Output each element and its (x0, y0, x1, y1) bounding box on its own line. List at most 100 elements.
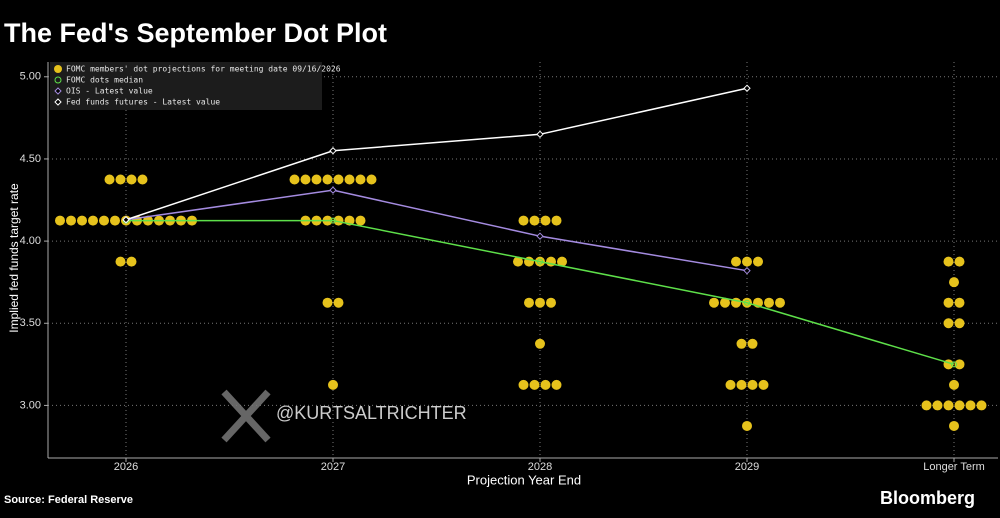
dot (524, 297, 534, 308)
dot (518, 215, 529, 226)
dot-group (949, 420, 959, 431)
dot-group (328, 379, 338, 390)
dot (540, 379, 551, 390)
dot (747, 338, 758, 349)
dot (764, 297, 774, 308)
dot (742, 256, 752, 267)
dot (921, 400, 932, 411)
dot (366, 174, 377, 185)
dot (976, 400, 987, 411)
dot (949, 379, 959, 390)
dot (104, 174, 115, 185)
dot (932, 400, 943, 411)
dot-group (115, 256, 137, 267)
dot-group (943, 318, 965, 329)
dot (55, 215, 65, 226)
dot-group (921, 400, 987, 411)
x-tick-label: 2029 (735, 461, 759, 473)
dot (742, 420, 752, 431)
series-line (125, 87, 748, 221)
dot (137, 174, 148, 185)
watermark: @KURTSALTRICHTER (276, 403, 467, 423)
dot (758, 379, 769, 390)
dot (333, 297, 344, 308)
dot-group (949, 277, 959, 288)
x-tick-label: 2027 (321, 461, 345, 473)
dot (529, 215, 540, 226)
dot-group (736, 338, 758, 349)
dot (333, 215, 344, 226)
dot (954, 256, 965, 267)
dot (943, 400, 954, 411)
legend-marker (54, 65, 62, 73)
dot (753, 256, 763, 267)
dot-group (731, 256, 763, 267)
dot (954, 359, 965, 370)
series-marker (744, 299, 750, 306)
dot (300, 174, 311, 185)
y-tick-label: 5.00 (20, 71, 41, 83)
dot (88, 215, 98, 226)
y-tick-label: 4.50 (20, 153, 41, 165)
series-marker (743, 84, 751, 92)
dot (355, 215, 366, 226)
chart-title: The Fed's September Dot Plot (4, 18, 387, 48)
dot-group (322, 297, 344, 308)
y-tick-label: 3.00 (20, 399, 41, 411)
dot (709, 297, 719, 308)
dot (535, 338, 545, 349)
dot (731, 256, 741, 267)
legend-marker (54, 87, 62, 95)
dot (355, 174, 366, 185)
dot (736, 338, 747, 349)
dot (289, 174, 300, 185)
dot (720, 297, 730, 308)
series-marker (329, 186, 337, 194)
dot (954, 318, 965, 329)
dot-group (742, 420, 752, 431)
legend-label: OIS - Latest value (66, 87, 153, 96)
dot (126, 174, 137, 185)
dot (328, 379, 338, 390)
dot (949, 420, 959, 431)
y-tick-label: 3.50 (20, 317, 41, 329)
series-line (126, 219, 955, 366)
dot (311, 174, 322, 185)
dot-group (725, 379, 769, 390)
dot (77, 215, 87, 226)
dot (322, 297, 333, 308)
dot (344, 174, 355, 185)
x-logo (221, 389, 271, 443)
dot (965, 400, 976, 411)
dot (943, 256, 954, 267)
dot (115, 256, 126, 267)
series-marker (536, 130, 544, 139)
series-marker (536, 232, 544, 240)
legend-label: FOMC dots median (66, 76, 143, 85)
series-marker (330, 217, 336, 224)
x-tick-label: 2028 (528, 461, 552, 473)
y-tick-label: 4.00 (20, 235, 41, 247)
dot (736, 379, 747, 390)
x-tick-label: 2026 (114, 461, 138, 473)
series-marker (329, 147, 337, 155)
dot-group (943, 297, 965, 308)
dot (725, 379, 736, 390)
dot (943, 297, 954, 308)
dot (66, 215, 76, 226)
dot (954, 297, 965, 308)
dot (747, 379, 758, 390)
dot-group (104, 174, 148, 185)
legend-label: FOMC members' dot projections for meetin… (66, 65, 341, 74)
dot (775, 297, 785, 308)
legend-label: Fed funds futures - Latest value (66, 98, 220, 107)
dot (535, 297, 545, 308)
y-axis-label: Implied fed funds target rate (7, 183, 21, 333)
series-marker (951, 361, 957, 368)
dot-group (535, 338, 545, 349)
x-tick-label: Longer Term (923, 461, 985, 473)
dot (529, 379, 540, 390)
dot-group (524, 297, 556, 308)
dot (551, 379, 562, 390)
